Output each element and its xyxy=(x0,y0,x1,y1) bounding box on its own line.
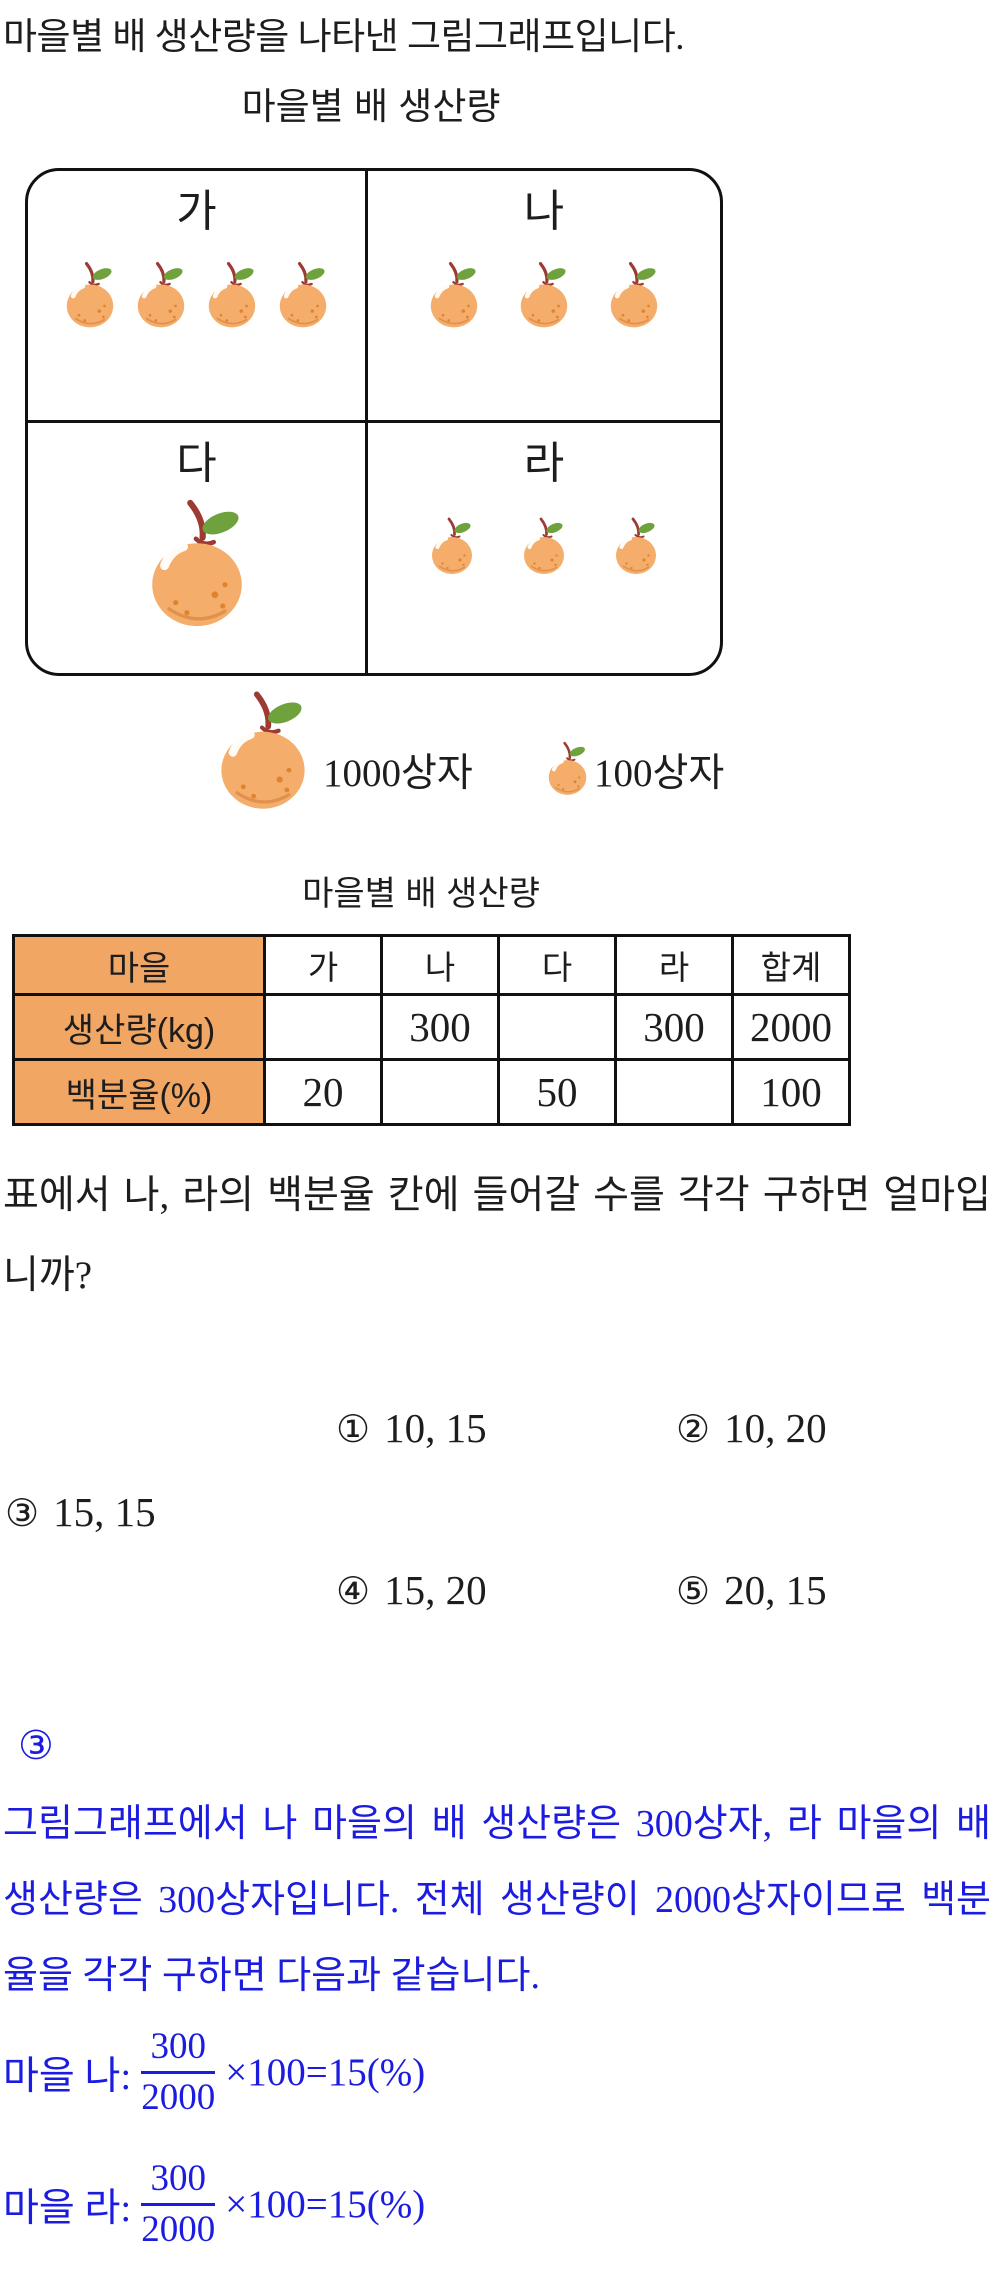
pictograph-cell-label: 나 xyxy=(523,187,565,236)
small-pear-icon xyxy=(274,260,332,331)
small-pear-icon xyxy=(515,260,573,331)
large-pear-icon xyxy=(211,688,315,815)
table-cell: 2000 xyxy=(731,993,851,1061)
formula-rest: ×100=15(%) xyxy=(225,2183,426,2226)
small-pear-icon xyxy=(611,516,661,577)
pear-icon-row xyxy=(141,496,253,633)
table-cell xyxy=(380,1058,500,1126)
table-cell: 50 xyxy=(497,1058,617,1126)
table-cell: 300 xyxy=(380,993,500,1061)
table-cell: 300 xyxy=(614,993,734,1061)
pear-icon-row xyxy=(425,260,663,331)
table-cell: 100 xyxy=(731,1058,851,1126)
pear-icon-row xyxy=(61,260,332,331)
fraction-denominator: 2000 xyxy=(141,2077,216,2118)
pictograph-cell-label: 가 xyxy=(176,187,217,236)
choice-item-2: ② 10, 20 xyxy=(676,1404,827,1452)
pictograph-legend: 1000상자 100상자 xyxy=(25,686,724,826)
large-pear-icon xyxy=(141,496,253,633)
fraction-numerator: 300 xyxy=(150,2026,206,2067)
small-pear-icon xyxy=(132,260,190,331)
table-cell xyxy=(497,993,617,1061)
table-column-header: 라 xyxy=(614,934,734,996)
table-column-header: 나 xyxy=(380,934,500,996)
formula-prefix: 마을 라: xyxy=(3,2186,132,2230)
choice-marker: ③ xyxy=(5,1493,40,1535)
table-cell: 20 xyxy=(263,1058,383,1126)
choice-item-3: ③ 15, 15 xyxy=(5,1488,156,1536)
legend-small-label: 100상자 xyxy=(594,752,725,795)
fraction-denominator: 2000 xyxy=(141,2209,216,2250)
fraction-numerator: 300 xyxy=(150,2158,206,2199)
choice-text: 20, 15 xyxy=(724,1567,827,1613)
choice-item-4: ④ 15, 20 xyxy=(336,1566,487,1614)
table-cell xyxy=(614,1058,734,1126)
small-pear-icon xyxy=(61,260,119,331)
answer-marker: ③ xyxy=(18,1723,54,1768)
pictograph-cell-3: 다 xyxy=(28,423,368,673)
intro-text: 마을별 배 생산량을 나타낸 그림그래프입니다. xyxy=(3,17,685,58)
question-text: 표에서 나, 라의 백분율 칸에 들어갈 수를 각각 구하면 얼마입니까? xyxy=(3,1174,991,1297)
small-pear-icon xyxy=(427,516,477,577)
small-pear-icon xyxy=(203,260,261,331)
choice-text: 10, 20 xyxy=(724,1405,827,1451)
formula-prefix: 마을 나: xyxy=(3,2054,132,2098)
table-column-header: 다 xyxy=(497,934,617,996)
formula-rest: ×100=15(%) xyxy=(225,2051,426,2094)
pictograph-cell-1: 가 xyxy=(28,171,368,423)
pictograph-cell-label: 라 xyxy=(523,439,565,488)
pictograph-title: 마을별 배 생산량 xyxy=(241,86,501,127)
table-corner-header: 마을 xyxy=(12,934,266,996)
production-table: 마을 가 나 다 라 합계 생산량(kg) 300 300 2000 백분율(%) 20 50 100 xyxy=(12,934,851,1126)
table-cell xyxy=(263,993,383,1061)
choice-marker: ④ xyxy=(336,1571,371,1613)
choice-text: 10, 15 xyxy=(384,1405,487,1451)
table-row-header: 생산량(kg) xyxy=(12,993,266,1061)
table-row: 생산량(kg) 300 300 2000 xyxy=(12,993,851,1061)
choice-marker: ① xyxy=(336,1409,371,1451)
fraction-bar xyxy=(141,2071,216,2074)
choice-marker: ⑤ xyxy=(676,1571,711,1613)
pictograph-cell-4: 라 xyxy=(368,423,720,673)
table-header-row: 마을 가 나 다 라 합계 xyxy=(12,934,851,996)
explanation-text: 그림그래프에서 나 마을의 배 생산량은 300상자, 라 마을의 배 생산량은… xyxy=(3,1803,991,1997)
small-pear-icon xyxy=(605,260,663,331)
fraction-bar xyxy=(141,2203,216,2206)
choice-text: 15, 15 xyxy=(53,1489,156,1535)
formula-row-1: 마을 나: 300 2000 ×100=15(%) xyxy=(3,2026,425,2119)
fraction: 300 2000 xyxy=(141,2158,216,2251)
table-title: 마을별 배 생산량 xyxy=(302,875,540,913)
choice-text: 15, 20 xyxy=(384,1567,487,1613)
table-row: 백분율(%) 20 50 100 xyxy=(12,1058,851,1126)
legend-large-label: 1000상자 xyxy=(323,752,473,795)
formula-row-2: 마을 라: 300 2000 ×100=15(%) xyxy=(3,2158,425,2251)
table-row-header: 백분율(%) xyxy=(12,1058,266,1126)
small-pear-icon xyxy=(519,516,569,577)
fraction: 300 2000 xyxy=(141,2026,216,2119)
table-column-header: 가 xyxy=(263,934,383,996)
small-pear-icon xyxy=(425,260,483,331)
choice-marker: ② xyxy=(676,1409,711,1451)
pictograph-cell-2: 나 xyxy=(368,171,720,423)
pear-icon-row xyxy=(427,516,661,577)
choice-item-5: ⑤ 20, 15 xyxy=(676,1566,827,1614)
table-column-header: 합계 xyxy=(731,934,851,996)
small-pear-icon xyxy=(544,740,591,798)
pictograph-cell-label: 다 xyxy=(176,439,217,488)
choice-item-1: ① 10, 15 xyxy=(336,1404,487,1452)
